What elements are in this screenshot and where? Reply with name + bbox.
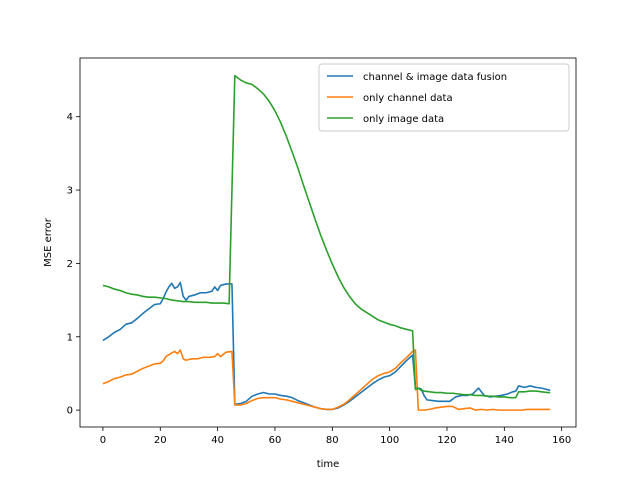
y-tick-label: 3: [67, 186, 73, 197]
x-tick-label: 0: [100, 435, 106, 446]
x-axis-ticks: 0 20 40 60 80 100 120 140 160: [100, 427, 571, 446]
y-axis-label: MSE error: [43, 217, 54, 267]
y-tick-label: 1: [67, 332, 73, 343]
legend-label: only channel data: [363, 93, 453, 104]
legend-label: channel & image data fusion: [363, 72, 507, 83]
y-tick-label: 4: [67, 112, 73, 123]
legend: channel & image data fusion only channel …: [318, 63, 570, 132]
series-line-3: [102, 74, 551, 399]
x-tick-label: 140: [495, 435, 514, 446]
x-tick-label: 120: [437, 435, 456, 446]
series-line-2: [102, 349, 551, 411]
x-tick-label: 20: [154, 435, 167, 446]
x-tick-label: 60: [269, 435, 282, 446]
legend-box: [318, 63, 570, 132]
y-tick-label: 0: [67, 406, 73, 417]
x-axis-label: time: [317, 459, 340, 470]
plot-lines: [102, 74, 551, 411]
x-tick-label: 80: [326, 435, 339, 446]
plot-frame: [79, 57, 577, 428]
x-tick-label: 40: [211, 435, 224, 446]
x-tick-label: 160: [552, 435, 571, 446]
y-axis-ticks: 0 1 2 3 4: [67, 112, 80, 417]
y-tick-label: 2: [67, 259, 73, 270]
x-tick-label: 100: [380, 435, 399, 446]
legend-label: only image data: [363, 114, 444, 125]
